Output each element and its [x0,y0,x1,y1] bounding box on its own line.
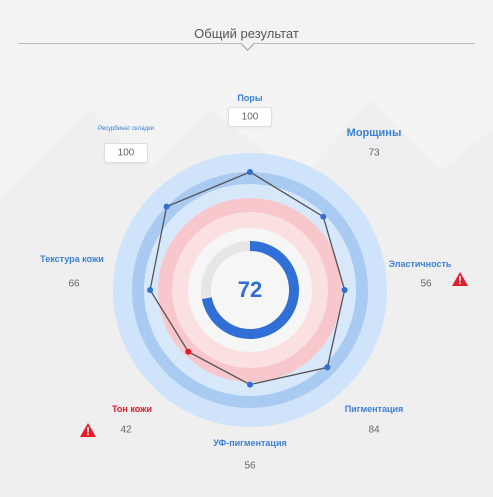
radar-point [247,381,253,388]
value-elastichnost: 56 [420,278,432,290]
label-uf: УФ-пигментация [213,438,287,448]
value-uf: 56 [244,460,256,472]
radar-point [147,287,154,293]
center-score: 72 [237,277,263,302]
label-elastichnost: Эластичность [388,259,452,269]
value-pory: 100 [241,111,259,123]
warning-icon[interactable] [80,423,96,437]
label-pory: Поры [237,93,263,103]
value-ton: 42 [120,424,132,436]
radar-point [185,348,192,355]
label-skladki: Ресурбинат складки [97,126,155,132]
radar-point [341,287,348,293]
label-morshchiny: Морщины [346,127,402,139]
label-pigmentatsiya: Пигментация [344,404,404,414]
value-skladki: 100 [117,147,135,159]
value-box-pory [228,107,272,127]
radar-point [320,213,327,220]
label-tekstura: Текстура кожи [40,254,104,264]
radar-point [247,169,253,175]
value-tekstura: 66 [68,278,80,290]
radar-point [163,203,170,210]
score-arc [201,241,300,339]
label-ton: Тон кожи [111,404,153,414]
header: Общий результат [0,0,493,60]
value-morshchiny: 73 [368,147,380,159]
page-title: Общий результат [194,26,299,41]
radar-point [324,364,331,371]
value-box-skladki [104,143,148,163]
warning-icon[interactable] [452,272,468,286]
value-pigmentatsiya: 84 [368,424,380,436]
